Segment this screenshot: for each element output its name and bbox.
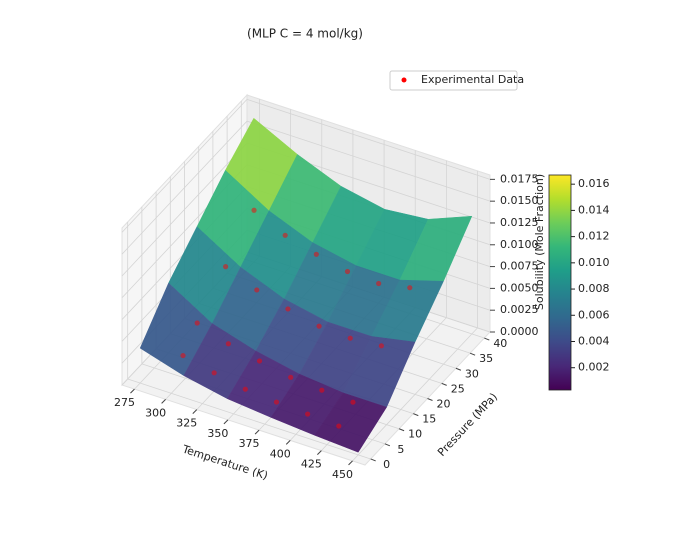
tick-mark <box>254 429 260 435</box>
grid-line <box>246 120 491 202</box>
legend <box>389 70 518 91</box>
x-tick-label: 400 <box>270 447 291 460</box>
data-point <box>256 358 263 364</box>
z-tick-label: 0.0075 <box>500 260 539 273</box>
colorbar-tick-label: 0.002 <box>578 361 610 374</box>
data-point <box>180 352 186 359</box>
data-point <box>194 320 200 326</box>
y-tick-label: 40 <box>493 337 507 350</box>
x-tick-label: 300 <box>145 406 166 419</box>
y-tick-label: 30 <box>465 367 479 380</box>
data-point <box>378 343 384 349</box>
data-point <box>344 268 351 275</box>
y-tick-label: 20 <box>437 398 451 411</box>
data-point <box>273 399 280 405</box>
legend-marker <box>401 77 407 83</box>
colorbar-tick-label: 0.012 <box>578 230 610 243</box>
z-tick-label: 0.0150 <box>500 194 539 207</box>
tick-mark <box>317 450 322 455</box>
tick-mark <box>441 382 447 386</box>
x-tick-label: 450 <box>332 468 353 481</box>
z-tick-label: 0.0000 <box>500 325 539 338</box>
tick-mark <box>398 428 405 432</box>
data-point <box>254 287 260 293</box>
chart-title: (MLP C = 4 mol/kg) <box>247 27 363 41</box>
tick-mark <box>469 352 476 356</box>
colorbar-tick-label: 0.008 <box>578 282 610 295</box>
data-point <box>211 370 217 376</box>
x-tick-label: 350 <box>207 427 228 440</box>
x-tick-label: 425 <box>301 458 322 471</box>
data-point <box>242 386 248 392</box>
data-point <box>316 323 322 329</box>
data-point <box>350 399 356 405</box>
tick-mark <box>413 413 419 417</box>
data-point <box>285 306 291 312</box>
legend-label: Experimental Data <box>421 73 524 86</box>
data-point <box>319 387 325 393</box>
data-point <box>305 411 311 417</box>
tick-mark <box>161 399 166 404</box>
colorbar-tick-label: 0.006 <box>578 308 610 321</box>
tick-mark <box>427 398 433 401</box>
colorbar-tick-label: 0.004 <box>578 334 610 347</box>
grid-line <box>121 99 248 233</box>
colorbar-tick-label: 0.016 <box>578 177 610 190</box>
z-tick-label: 0.0125 <box>500 216 539 229</box>
colorbar <box>548 174 572 391</box>
tick-mark <box>223 419 229 425</box>
surface <box>139 117 473 453</box>
y-tick-label: 35 <box>479 352 493 365</box>
colorbar-tick-label: 0.014 <box>578 203 610 216</box>
tick-mark <box>130 388 135 394</box>
data-point <box>313 251 319 257</box>
grid-line <box>246 98 491 180</box>
x-tick-label: 275 <box>114 396 135 409</box>
x-tick-label: 375 <box>239 437 260 450</box>
y-tick-label: 5 <box>397 443 404 456</box>
data-point <box>225 341 231 347</box>
z-tick-label: 0.0025 <box>500 303 539 316</box>
data-point <box>376 280 382 287</box>
z-tick-label: 0.0050 <box>500 281 539 294</box>
tick-mark <box>384 443 391 447</box>
data-point <box>223 264 229 270</box>
surface-patch <box>314 392 388 453</box>
y-tick-label: 0 <box>383 458 390 471</box>
x-tick-label: 325 <box>176 417 197 430</box>
y-tick-label: 15 <box>422 413 436 426</box>
data-point <box>407 285 413 291</box>
data-point <box>288 374 294 380</box>
tick-mark <box>455 367 462 371</box>
grid-line <box>121 120 248 255</box>
tick-mark <box>285 440 291 445</box>
z-tick-label: 0.0175 <box>500 172 539 185</box>
z-tick-label: 0.0100 <box>500 238 539 251</box>
data-point <box>282 232 288 238</box>
grid-line <box>121 142 248 277</box>
tick-mark <box>192 409 198 414</box>
data-point <box>336 423 342 429</box>
z-axis-label: Solubility (Mole Fraction) <box>533 174 546 310</box>
tick-mark <box>484 337 490 341</box>
colorbar-tick-label: 0.010 <box>578 256 610 269</box>
data-point <box>251 207 257 213</box>
y-tick-label: 10 <box>408 428 422 441</box>
grid-line <box>127 378 371 460</box>
y-tick-label: 25 <box>451 382 465 395</box>
data-point <box>347 335 353 341</box>
tick-mark <box>370 458 376 462</box>
tick-mark <box>348 460 353 466</box>
